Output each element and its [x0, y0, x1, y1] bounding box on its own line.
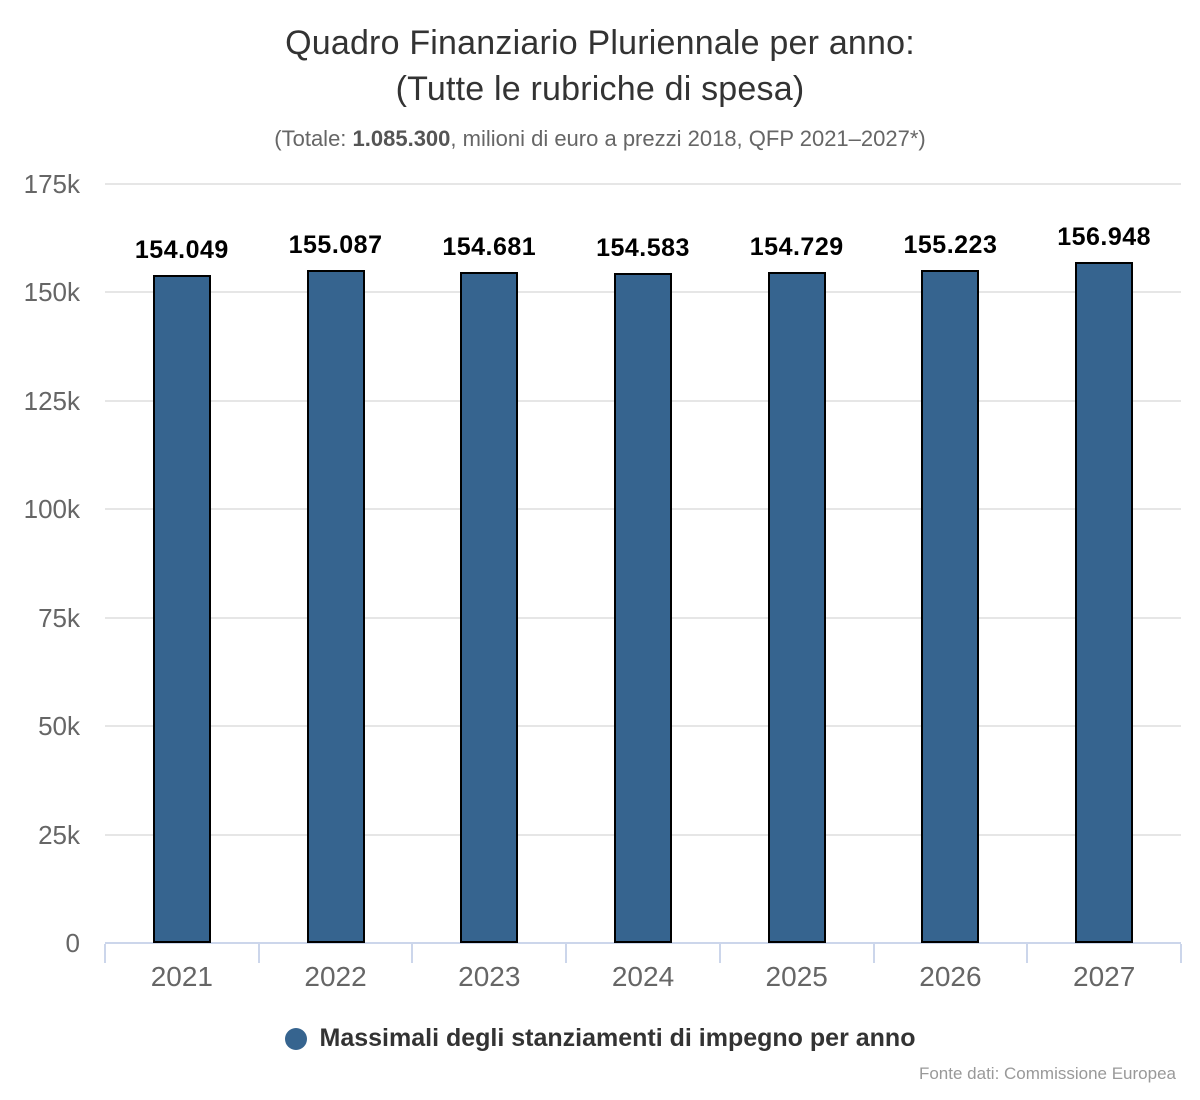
- plot-area: 0 25k 50k 75k 100k 125k 150k 175k 154.049 2021 155…: [23, 169, 1182, 992]
- x-axis-line: [105, 942, 1181, 944]
- x-axis-tick: [718, 944, 721, 963]
- x-axis-tick: [872, 944, 875, 963]
- x-axis-tick: [1180, 944, 1182, 963]
- x-axis-label-2021: 2021: [150, 961, 213, 992]
- x-axis-label-2024: 2024: [611, 961, 675, 992]
- legend[interactable]: Massimali degli stanziamenti di impegno …: [0, 1024, 1200, 1053]
- x-axis-tick: [1026, 944, 1029, 963]
- bar-value-label-2024: 154.583: [596, 233, 690, 262]
- legend-series-label: Massimali degli stanziamenti di impegno …: [319, 1024, 916, 1052]
- y-axis-label-0: 0: [65, 928, 80, 958]
- bar-value-label-2023: 154.681: [442, 233, 537, 262]
- chart-subtitle: (Totale: 1.085.300, milioni di euro a pr…: [0, 126, 1200, 152]
- bar-2024[interactable]: [614, 272, 672, 943]
- y-axis-label-25k: 25k: [38, 819, 80, 850]
- x-axis-label-2025: 2025: [765, 961, 828, 992]
- bar-2023[interactable]: [460, 272, 519, 943]
- y-axis-label-125k: 125k: [23, 385, 80, 416]
- subtitle-total-value: 1.085.300: [352, 126, 451, 151]
- x-axis-tick: [565, 944, 568, 963]
- gridline-175k: [105, 183, 1181, 185]
- bar-2026[interactable]: [921, 269, 980, 943]
- x-axis-tick: [104, 944, 106, 963]
- subtitle-prefix: (Totale:: [274, 126, 353, 151]
- x-axis-label-2023: 2023: [458, 961, 521, 992]
- y-axis-label-175k: 175k: [23, 169, 80, 199]
- y-axis-label-75k: 75k: [38, 602, 80, 633]
- bar-2022[interactable]: [306, 270, 365, 943]
- x-axis-tick: [257, 944, 260, 963]
- bar-2027[interactable]: [1075, 262, 1134, 943]
- credits-source-text[interactable]: Fonte dati: Commissione Europea: [918, 1064, 1176, 1083]
- chart-title-line2: (Tutte le rubriche di spesa): [395, 70, 805, 109]
- x-axis-label-2022: 2022: [304, 961, 367, 992]
- y-axis-label-150k: 150k: [23, 277, 80, 308]
- bar-2025[interactable]: [767, 271, 826, 943]
- chart-title-line1: Quadro Finanziario Pluriennale per anno:: [285, 24, 915, 62]
- subtitle-suffix: , milioni di euro a prezzi 2018, QFP 202…: [450, 126, 926, 151]
- bar-2021[interactable]: [152, 274, 211, 943]
- bar-value-label-2021: 154.049: [134, 235, 229, 264]
- chart-title: Quadro Finanziario Pluriennale per anno:…: [0, 20, 1200, 112]
- bar-value-label-2026: 155.223: [903, 230, 998, 259]
- y-axis-label-50k: 50k: [38, 711, 80, 742]
- bar-value-label-2025: 154.729: [749, 232, 844, 261]
- bar-value-label-2022: 155.087: [288, 231, 383, 260]
- bar-value-label-2027: 156.948: [1057, 223, 1152, 252]
- x-axis-label-2026: 2026: [919, 961, 982, 992]
- x-axis-tick: [411, 944, 414, 963]
- y-axis-label-100k: 100k: [23, 494, 80, 525]
- legend-marker-dot-icon: [284, 1027, 307, 1050]
- x-axis-label-2027: 2027: [1072, 961, 1136, 992]
